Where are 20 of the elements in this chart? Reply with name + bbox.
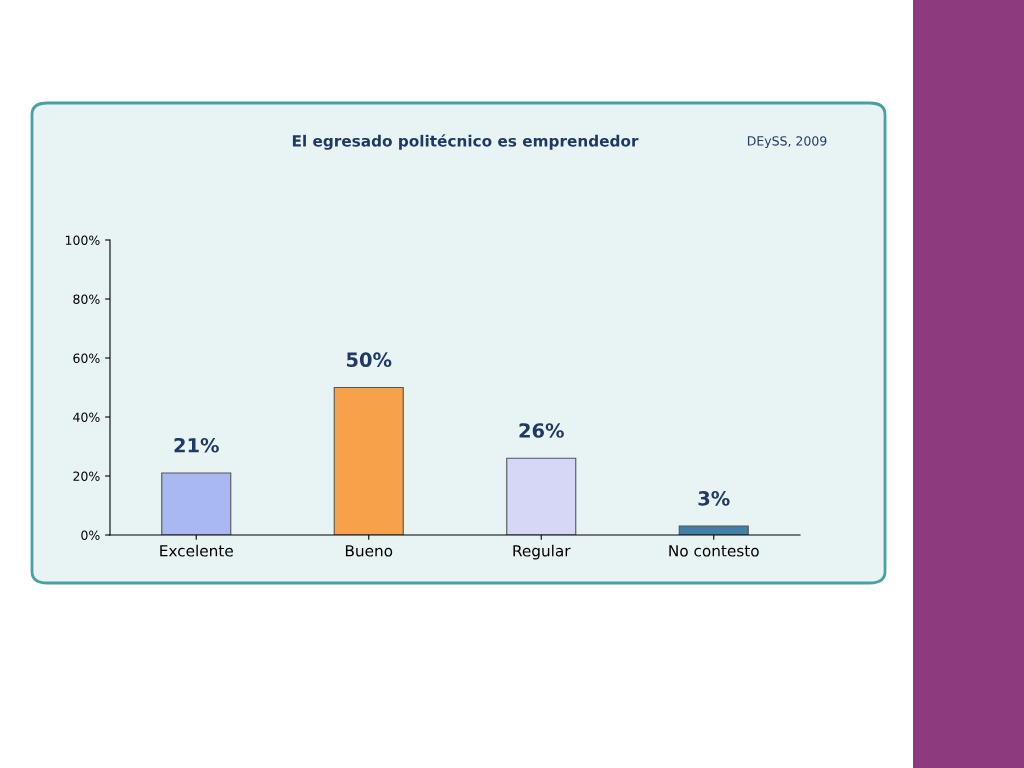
y-tick-label: 0% (81, 530, 100, 540)
x-tick-label: Regular (513, 544, 571, 560)
x-tick-label: Excelente (160, 544, 233, 557)
chart-title: El egresado politécnico es emprendedor (292, 134, 639, 150)
bar (678, 525, 749, 535)
text: DEySS, 2009 (747, 136, 827, 149)
bar (506, 457, 577, 535)
bar (333, 386, 404, 535)
y-tick-label: 100% (65, 235, 100, 245)
y-tick-label: 60% (73, 353, 100, 363)
y-tick-label: 40% (73, 412, 100, 422)
data-label: 21% (174, 437, 219, 453)
y-tick-label: 80% (73, 294, 100, 304)
x-tick-label: Bueno (345, 545, 393, 557)
data-label: 50% (346, 352, 392, 368)
bar (161, 472, 232, 535)
y-tick-label: 20% (73, 471, 100, 481)
x-tick-label: No contesto (669, 545, 759, 557)
data-label: 26% (519, 423, 564, 438)
data-label: 3% (698, 491, 730, 506)
